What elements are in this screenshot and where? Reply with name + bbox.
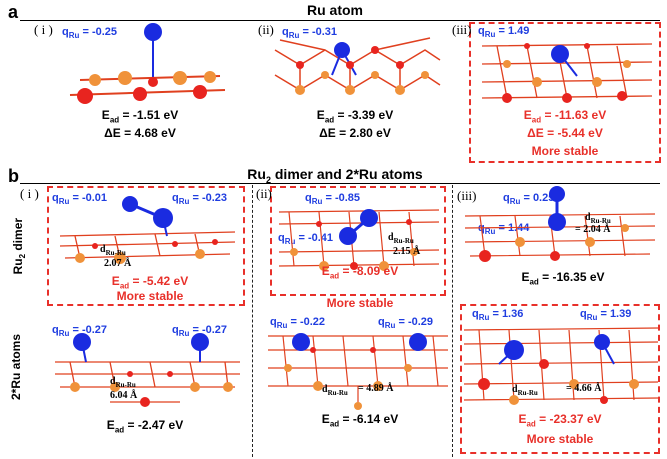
b-ii-atoms-structure [268, 333, 448, 410]
b-ii-atoms-energy: Ead = -6.14 eV [321, 412, 399, 429]
a-i-structure [69, 23, 226, 104]
b-ii-dimer-charge-1: qRu = -0.85 [305, 192, 361, 207]
panel-b-title: Ru2 dimer and 2*Ru atoms [247, 166, 423, 185]
panel-b-letter: b [8, 166, 19, 186]
b-i-dimer-note: More stable [116, 289, 184, 303]
red-atom [133, 87, 147, 101]
b-i-atoms-charge-1: qRu = -0.27 [52, 324, 108, 339]
b-i-dimer-energy: Ead = -5.42 eV [111, 274, 189, 291]
a-ii-energy: Ead = -3.39 eV [316, 108, 394, 125]
ru-atom [122, 196, 138, 212]
a-i-charge: qRu = -0.25 [62, 26, 118, 41]
orange-atom [204, 71, 216, 83]
b-ii-atoms-distance: = 4.89 Å [358, 383, 394, 394]
ru-atom [191, 333, 209, 351]
panel-a-letter: a [8, 2, 19, 22]
b-iii-atoms-charge-2: qRu = 1.39 [580, 308, 632, 323]
b-iii-atoms-note: More stable [526, 432, 594, 446]
b-i-atoms-charge-2: qRu = -0.27 [172, 324, 228, 339]
a-iii-structure [481, 43, 653, 103]
b-iii-index: (iii) [457, 188, 477, 203]
b-ii-dimer-distance: 2.15 Å [393, 246, 421, 257]
ru-atom [73, 333, 91, 351]
red-atom [193, 85, 207, 99]
row-label-atoms: 2*Ru atoms [9, 333, 23, 401]
b-iii-atoms-charge-1: qRu = 1.36 [472, 308, 524, 323]
a-iii-highlight-box [469, 22, 661, 163]
ru-atom [292, 333, 310, 351]
b-ii-dimer-structure [278, 209, 440, 271]
b-i-dimer-distance-label: dRu-Ru [100, 244, 126, 257]
b-ii-dimer-distance-label: dRu-Ru [388, 232, 414, 245]
b-iii-dimer-charge-1: qRu = 0.25 [503, 192, 555, 207]
a-iii-delta-e: ΔE = -5.44 eV [527, 126, 603, 140]
b-i-index: ( i ) [20, 186, 39, 201]
ru-atom [339, 227, 357, 245]
a-iii-charge: qRu = 1.49 [478, 25, 530, 40]
a-iii-note: More stable [531, 144, 599, 158]
ru-atom [549, 186, 565, 202]
b-i-atoms-structure [55, 333, 240, 407]
ru-atom [409, 333, 427, 351]
orange-atom [89, 74, 101, 86]
column-divider [452, 185, 453, 457]
b-iii-atoms-distance-label: dRu-Ru [512, 384, 538, 397]
red-atom [148, 77, 158, 87]
b-iii-dimer-distance: = 2.04 Å [575, 224, 611, 235]
panel-a-rule [20, 20, 660, 21]
b-ii-atoms-charge-1: qRu = -0.22 [270, 316, 326, 331]
b-i-atoms-distance-label: dRu-Ru [110, 376, 136, 389]
a-iii-index: (iii) [452, 22, 472, 37]
b-ii-atoms-charge-2: qRu = -0.29 [378, 316, 434, 331]
ru-atom [504, 340, 524, 360]
b-iii-dimer-structure [464, 186, 656, 262]
b-iii-dimer-energy: Ead = -16.35 eV [521, 270, 605, 287]
b-ii-highlight-box [270, 186, 446, 296]
b-iii-dimer-distance-label: dRu-Ru [585, 212, 611, 225]
ru-atom [548, 213, 566, 231]
b-i-atoms-distance: 6.04 Å [110, 390, 138, 401]
b-ii-dimer-charge-2: qRu = -0.41 [278, 232, 334, 247]
ru-atom [551, 45, 569, 63]
b-ii-dimer-note: More stable [326, 296, 394, 310]
ru-atom [594, 334, 610, 350]
b-ii-dimer-energy: Ead = -8.09 eV [321, 264, 399, 281]
b-iii-atoms-distance: = 4.66 Å [566, 383, 602, 394]
b-iii-atoms-energy: Ead = -23.37 eV [518, 412, 602, 429]
panel-b-rule [20, 183, 660, 184]
red-atom [77, 88, 93, 104]
a-ii-delta-e: ΔE = 2.80 eV [319, 126, 391, 140]
a-iii-energy: Ead = -11.63 eV [523, 108, 607, 125]
ru-atom [360, 209, 378, 227]
a-i-delta-e: ΔE = 4.68 eV [104, 126, 176, 140]
a-ii-charge: qRu = -0.31 [282, 26, 338, 41]
a-ii-structure [274, 37, 441, 95]
b-i-highlight-box [47, 186, 245, 306]
a-i-index: ( i ) [34, 22, 53, 37]
b-iii-atoms-structure [463, 327, 659, 405]
orange-atom [173, 71, 187, 85]
row-label-dimer: Ru2 dimer [10, 217, 28, 275]
panel-a-title: Ru atom [307, 2, 363, 18]
b-i-dimer-distance: 2.07 Å [104, 258, 132, 269]
b-i-dimer-charge-2: qRu = -0.23 [172, 192, 228, 207]
a-ii-index: (ii) [258, 22, 274, 37]
b-ii-index: (ii) [256, 186, 272, 201]
b-iii-highlight-box [460, 304, 660, 454]
b-i-dimer-structure [59, 196, 236, 264]
ru-atom [153, 208, 173, 228]
b-i-dimer-charge-1: qRu = -0.01 [52, 192, 108, 207]
ru-atom [334, 42, 350, 58]
b-ii-atoms-distance-label: dRu-Ru [322, 384, 348, 397]
a-i-energy: Ead = -1.51 eV [101, 108, 179, 125]
column-divider [252, 185, 253, 457]
orange-atom [118, 71, 132, 85]
ru-atom [144, 23, 162, 41]
b-i-atoms-energy: Ead = -2.47 eV [106, 418, 184, 435]
